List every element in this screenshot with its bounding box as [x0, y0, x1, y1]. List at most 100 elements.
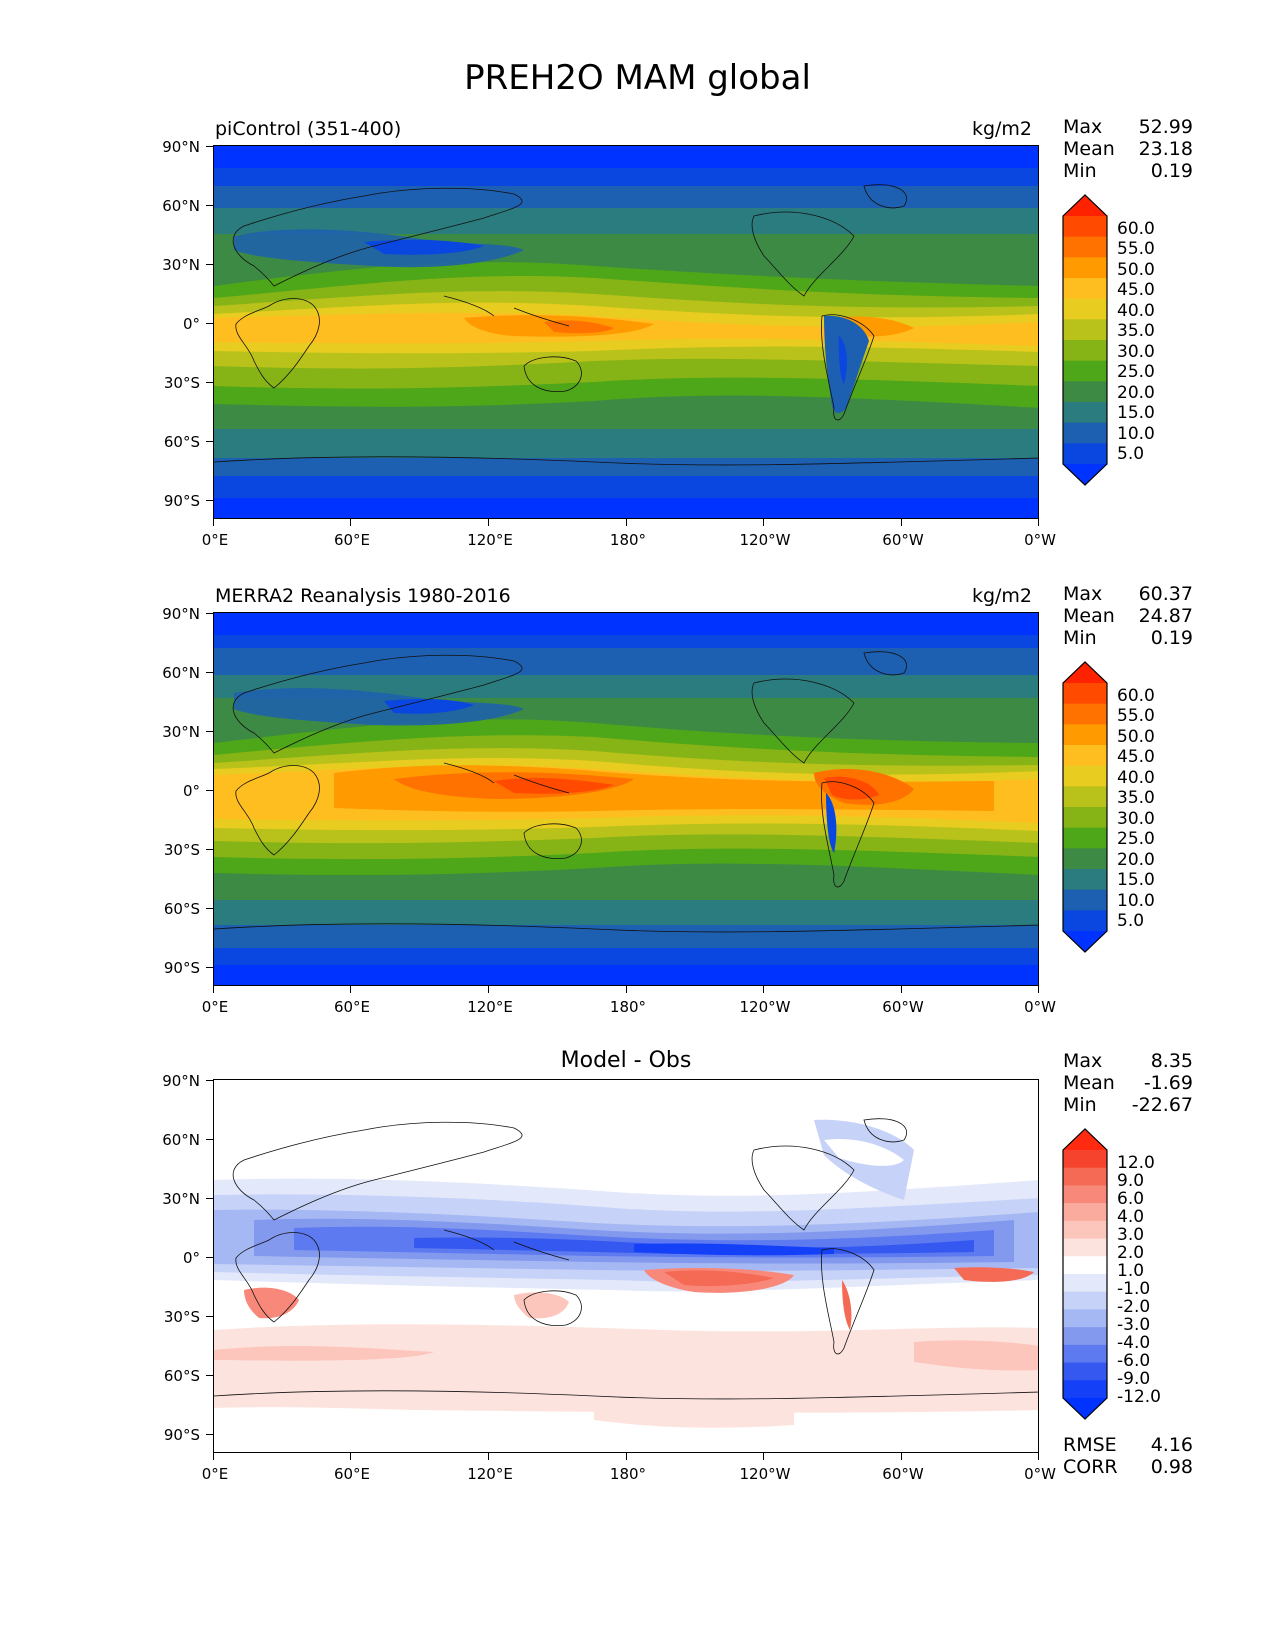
lon-label: 60°E: [333, 998, 371, 1016]
lat-label: 60°N: [162, 197, 200, 215]
stat-row-min: Min 0.19: [1063, 627, 1193, 649]
colorbar-tick-label: 50.0: [1117, 727, 1155, 747]
stat-row-max: Max 52.99: [1063, 116, 1193, 138]
colorbar-tick-label: 1.0: [1117, 1261, 1145, 1281]
lat-label: 30°N: [162, 723, 200, 741]
colorbar-segment: [1063, 1380, 1107, 1399]
colorbar-tick-label: 35.0: [1117, 321, 1155, 341]
stat-row-corr: CORR 0.98: [1063, 1456, 1193, 1478]
lat-label: 90°S: [163, 492, 200, 510]
lat-label: 60°S: [163, 1367, 200, 1385]
colorbar-segment: [1063, 298, 1107, 320]
colorbar-tick-label: 25.0: [1117, 829, 1155, 849]
colorbar-tick-label: 15.0: [1117, 870, 1155, 890]
map-merra2: [213, 612, 1039, 986]
lon-label: 60°W: [882, 531, 924, 549]
lat-label: 90°S: [163, 959, 200, 977]
colorbar-tick-label: 2.0: [1117, 1243, 1145, 1263]
lon-label: 0°E: [201, 1465, 229, 1483]
colorbar: [1062, 1128, 1108, 1420]
colorbar-segment: [1063, 703, 1107, 725]
lat-label: 90°N: [162, 138, 200, 156]
colorbar-segment: [1063, 1291, 1107, 1311]
colorbar-segment: [1063, 1309, 1107, 1328]
colorbar-segment: [1063, 1344, 1107, 1364]
figure-title: PREH2O MAM global: [464, 58, 811, 98]
stats-box: Max 8.35 Mean -1.69 Min -22.67: [1063, 1050, 1193, 1116]
colorbar-segment: [1063, 278, 1107, 300]
lon-label: 60°W: [882, 1465, 924, 1483]
colorbar-extend-min: [1063, 931, 1107, 952]
map-difference: [213, 1079, 1039, 1453]
colorbar-tick-label: 3.0: [1117, 1225, 1145, 1245]
stats-box: Max 60.37 Mean 24.87 Min 0.19: [1063, 583, 1193, 649]
lat-label: 60°N: [162, 1131, 200, 1149]
colorbar-extend-min: [1063, 1398, 1107, 1419]
error-stats-box: RMSE 4.16 CORR 0.98: [1063, 1434, 1193, 1478]
lon-label: 120°W: [739, 998, 791, 1016]
colorbar-outline: [1062, 661, 1108, 953]
stat-row-mean: Mean -1.69: [1063, 1072, 1193, 1094]
colorbar-segment: [1063, 1238, 1107, 1257]
colorbar-tick-label: -1.0: [1117, 1279, 1151, 1299]
colorbar-extend-max: [1063, 1129, 1107, 1150]
lat-label: 30°S: [163, 374, 200, 392]
colorbar-segment: [1063, 683, 1107, 705]
colorbar-segment: [1063, 1150, 1107, 1169]
colorbar-segment: [1063, 889, 1107, 911]
colorbar-segment: [1063, 381, 1107, 403]
lat-label: 0°: [182, 315, 200, 333]
map-picontrol: [213, 145, 1039, 519]
stat-row-rmse: RMSE 4.16: [1063, 1434, 1193, 1456]
colorbar-tick-label: 15.0: [1117, 403, 1155, 423]
colorbar-extend-min: [1063, 464, 1107, 485]
colorbar-extend-max: [1063, 195, 1107, 216]
colorbar-tick-label: 50.0: [1117, 260, 1155, 280]
colorbar-tick-label: 5.0: [1117, 444, 1145, 464]
colorbar-tick-label: 40.0: [1117, 301, 1155, 321]
colorbar-segment: [1063, 1203, 1107, 1222]
colorbar-tick-label: -2.0: [1117, 1297, 1151, 1317]
lon-label: 120°E: [467, 531, 513, 549]
lon-label: 180°: [609, 531, 647, 549]
colorbar-segment: [1063, 786, 1107, 808]
colorbar-segment: [1063, 1362, 1107, 1381]
stat-row-mean: Mean 23.18: [1063, 138, 1193, 160]
colorbar-tick-label: -6.0: [1117, 1351, 1151, 1371]
colorbar-tick-label: 55.0: [1117, 239, 1155, 259]
colorbar-tick-label: -4.0: [1117, 1333, 1151, 1353]
stat-row-max: Max 8.35: [1063, 1050, 1193, 1072]
lat-label: 0°: [182, 1249, 200, 1267]
colorbar-tick-label: 4.0: [1117, 1207, 1145, 1227]
lon-label: 120°W: [739, 531, 791, 549]
colorbar-segment: [1063, 236, 1107, 258]
colorbar-segment: [1063, 402, 1107, 424]
colorbar-tick-label: 60.0: [1117, 686, 1155, 706]
panel-title: MERRA2 Reanalysis 1980-2016: [215, 585, 511, 607]
colorbar-tick-label: 6.0: [1117, 1189, 1145, 1209]
colorbar-outline: [1062, 194, 1108, 486]
colorbar-tick-label: 10.0: [1117, 891, 1155, 911]
panel-units: kg/m2: [971, 118, 1032, 140]
lat-label: 30°S: [163, 841, 200, 859]
colorbar-segment: [1063, 1167, 1107, 1187]
colorbar-segment: [1063, 869, 1107, 891]
colorbar-tick-label: -12.0: [1117, 1387, 1161, 1407]
colorbar-tick-label: 20.0: [1117, 850, 1155, 870]
lon-label: 60°W: [882, 998, 924, 1016]
colorbar-segment: [1063, 848, 1107, 870]
colorbar-tick-label: 5.0: [1117, 911, 1145, 931]
colorbar-tick-label: 25.0: [1117, 362, 1155, 382]
colorbar-segment: [1063, 422, 1107, 444]
lat-label: 60°S: [163, 900, 200, 918]
colorbar-tick-label: -3.0: [1117, 1315, 1151, 1335]
lon-label: 0°W: [1024, 998, 1056, 1016]
colorbar-segment: [1063, 745, 1107, 767]
lon-label: 60°E: [333, 1465, 371, 1483]
colorbar-segment: [1063, 340, 1107, 362]
panel-title: Model - Obs: [560, 1048, 692, 1073]
colorbar-tick-label: 30.0: [1117, 809, 1155, 829]
lon-label: 0°E: [201, 998, 229, 1016]
colorbar-tick-label: 30.0: [1117, 342, 1155, 362]
colorbar-tick-label: 60.0: [1117, 219, 1155, 239]
